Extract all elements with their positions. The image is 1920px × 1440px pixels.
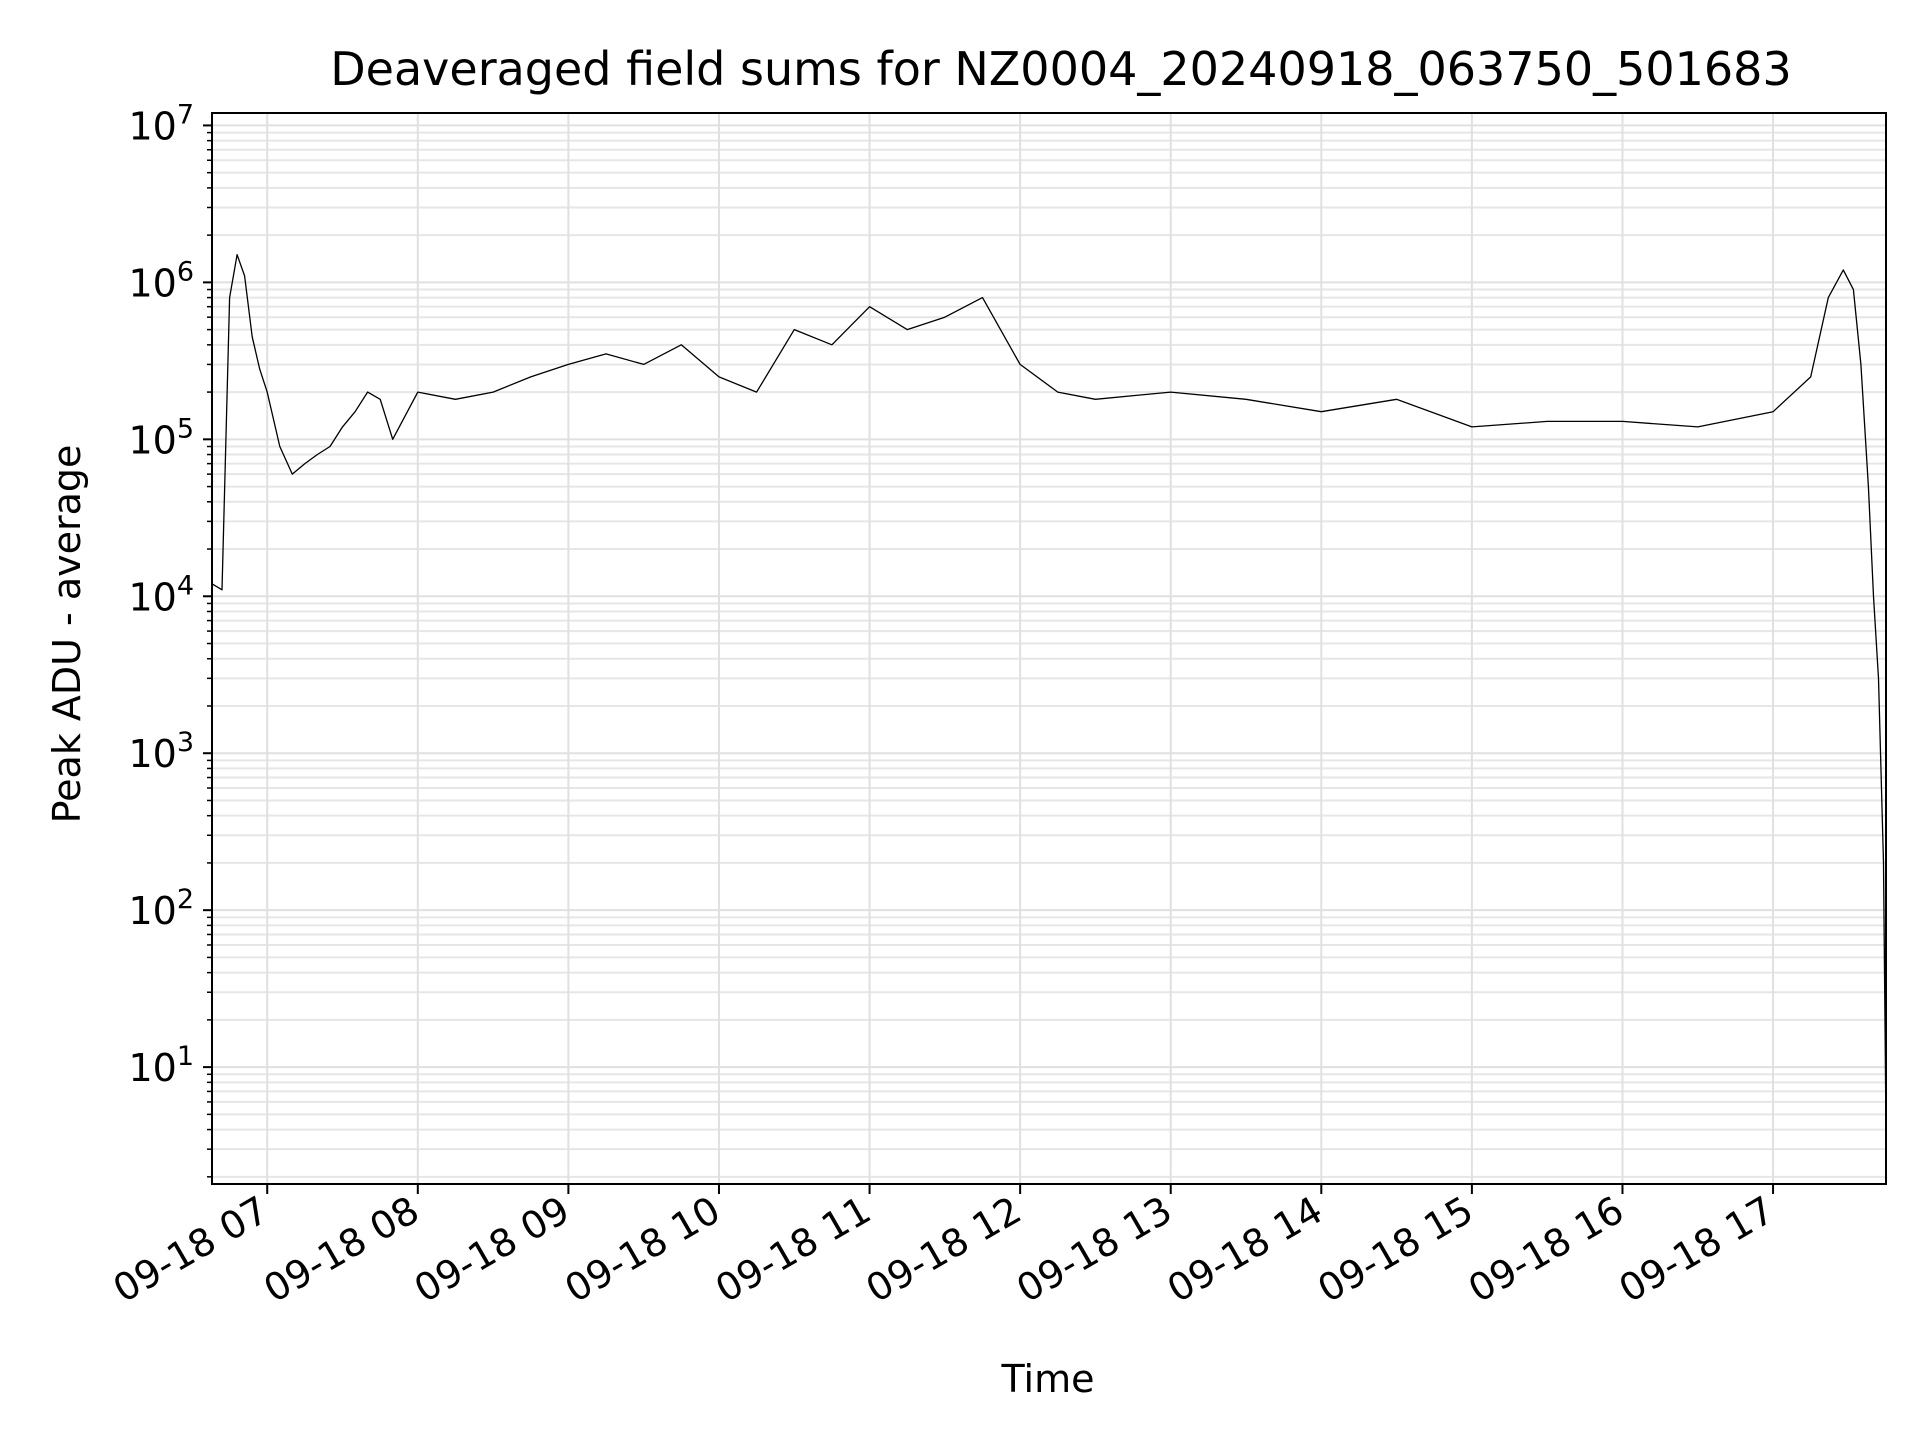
series-line	[211, 254, 1887, 1130]
x-tick-label: 09-18 08	[256, 1188, 426, 1312]
x-tick-label: 09-18 16	[1461, 1188, 1631, 1312]
x-tick-label: 09-18 17	[1612, 1188, 1782, 1312]
y-tick-label: 107	[128, 99, 194, 148]
y-tick-label: 103	[128, 727, 194, 776]
x-tick-label: 09-18 10	[557, 1188, 727, 1312]
grid-lines	[212, 113, 1886, 1184]
y-tick-label: 105	[128, 413, 194, 462]
plot-frame	[211, 112, 1887, 1185]
x-tick-label: 09-18 11	[708, 1188, 878, 1312]
x-tick-label: 09-18 15	[1310, 1188, 1480, 1312]
y-tick-label: 101	[128, 1041, 194, 1090]
chart-title: Deaveraged field sums for NZ0004_2024091…	[330, 42, 1791, 96]
x-tick-label: 09-18 09	[407, 1188, 577, 1312]
x-tick-label: 09-18 13	[1009, 1188, 1179, 1312]
y-axis-label: Peak ADU - average	[45, 445, 89, 824]
x-tick-label: 09-18 14	[1160, 1188, 1330, 1312]
x-tick-label: 09-18 12	[859, 1188, 1029, 1312]
y-tick-label: 104	[128, 570, 194, 619]
y-tick-label: 106	[128, 256, 194, 305]
x-axis-label: Time	[1001, 1357, 1095, 1401]
y-tick-label: 102	[128, 884, 194, 933]
y-axis: 101 102 103 104 105 106 107	[128, 99, 212, 1178]
x-tick-label: 09-18 07	[106, 1188, 276, 1312]
